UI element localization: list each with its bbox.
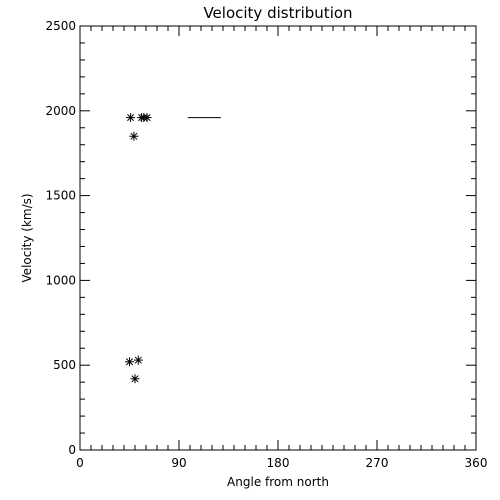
y-tick-label: 2000 bbox=[45, 104, 76, 118]
asterisk-point bbox=[129, 131, 139, 141]
asterisk-point bbox=[130, 374, 140, 384]
x-tick-label: 270 bbox=[366, 456, 389, 470]
asterisk-point bbox=[125, 357, 134, 367]
x-tick-label: 0 bbox=[76, 456, 84, 470]
data-points bbox=[125, 113, 152, 384]
x-tick-label: 180 bbox=[267, 456, 290, 470]
x-tick-label: 90 bbox=[171, 456, 186, 470]
tick-labels: 0 90 180 270 360 0 500 1000 1500 2000 2500 bbox=[45, 19, 487, 470]
y-tick-label: 2500 bbox=[45, 19, 76, 33]
asterisk-point bbox=[133, 355, 143, 365]
x-axis-label: Angle from north bbox=[227, 475, 329, 489]
y-tick-label: 1500 bbox=[45, 189, 76, 203]
y-tick-label: 500 bbox=[53, 358, 76, 372]
y-axis-label: Velocity (km/s) bbox=[20, 193, 34, 282]
asterisk-point bbox=[142, 113, 152, 123]
y-tick-label: 0 bbox=[68, 443, 76, 457]
y-tick-label: 1000 bbox=[45, 273, 76, 287]
x-tick-label: 360 bbox=[465, 456, 488, 470]
asterisk-point bbox=[126, 113, 136, 123]
plot-area bbox=[79, 25, 477, 451]
axis-ticks bbox=[79, 25, 477, 451]
chart-title: Velocity distribution bbox=[203, 4, 352, 22]
